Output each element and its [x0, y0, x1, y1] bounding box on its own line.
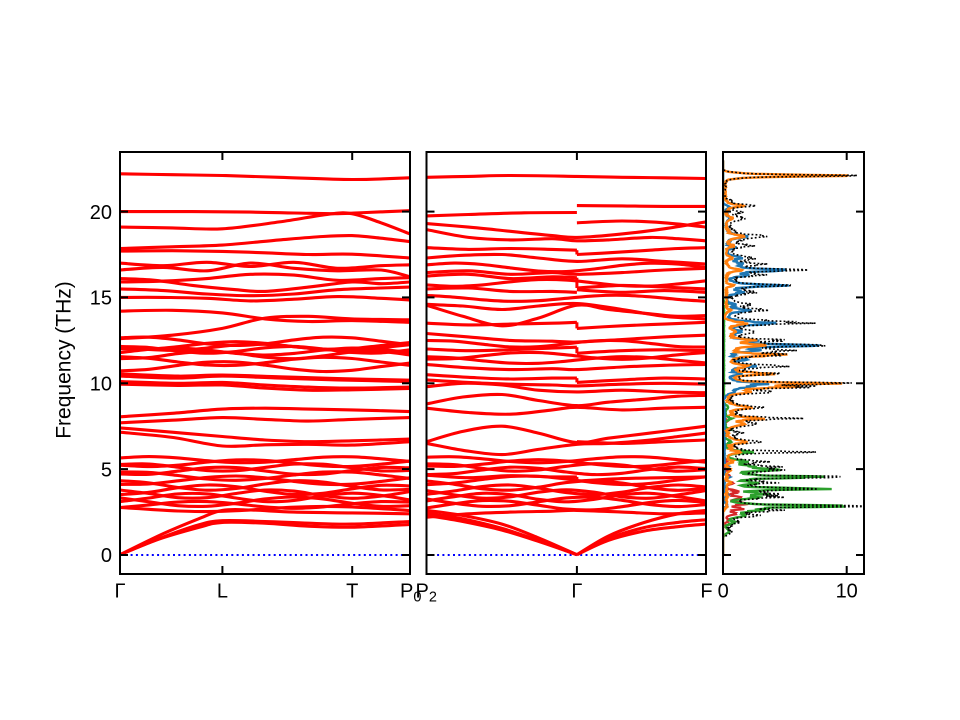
- svg-text:5: 5: [101, 459, 112, 481]
- svg-text:20: 20: [90, 202, 112, 224]
- svg-text:Γ: Γ: [114, 581, 125, 603]
- svg-text:L: L: [217, 581, 228, 603]
- svg-text:10: 10: [90, 374, 112, 396]
- svg-text:10: 10: [836, 581, 858, 603]
- svg-text:Γ: Γ: [571, 581, 582, 603]
- svg-text:F: F: [700, 581, 712, 603]
- svg-text:0: 0: [718, 581, 729, 603]
- svg-text:15: 15: [90, 288, 112, 310]
- svg-text:0: 0: [101, 545, 112, 567]
- svg-text:Frequency (THz): Frequency (THz): [53, 281, 76, 439]
- svg-text:T: T: [346, 581, 358, 603]
